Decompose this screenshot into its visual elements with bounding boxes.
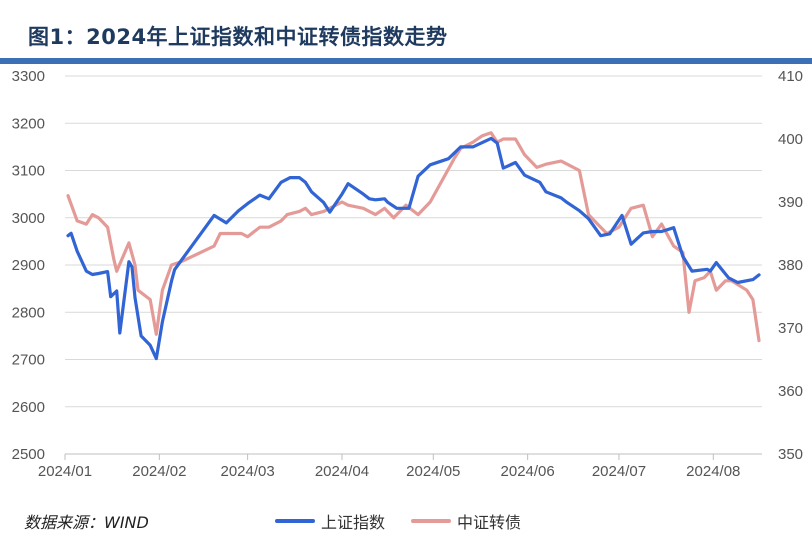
y-left-tick-label: 2800 bbox=[12, 304, 45, 321]
x-tick-label: 2024/02 bbox=[132, 463, 186, 480]
y-left-tick-label: 3200 bbox=[12, 115, 45, 132]
legend-label-sse: 上证指数 bbox=[321, 513, 386, 532]
x-tick-label: 2024/07 bbox=[592, 463, 646, 480]
legend-item-sse: 上证指数 bbox=[275, 509, 385, 533]
x-tick-label: 2024/01 bbox=[38, 463, 92, 480]
y-left-tick-label: 2600 bbox=[12, 399, 45, 416]
y-left-tick-label: 2900 bbox=[12, 257, 45, 274]
x-tick-label: 2024/03 bbox=[221, 463, 275, 480]
legend: 上证指数 中证转债 bbox=[275, 509, 547, 533]
series-line-cb bbox=[66, 131, 761, 343]
source-note: 数据来源：WIND bbox=[24, 513, 149, 532]
y-right-tick-label: 370 bbox=[778, 320, 803, 337]
y-right-tick-label: 360 bbox=[778, 383, 803, 400]
y-left-tick-label: 3300 bbox=[12, 68, 45, 85]
y-left-tick-label: 3000 bbox=[12, 210, 45, 227]
y-right-tick-label: 410 bbox=[778, 68, 803, 85]
series-lines bbox=[66, 131, 761, 361]
legend-label-cb: 中证转债 bbox=[457, 513, 522, 532]
y-right-tick-label: 400 bbox=[778, 131, 803, 148]
y-right-tick-label: 380 bbox=[778, 257, 803, 274]
x-tick-label: 2024/05 bbox=[406, 463, 460, 480]
y-left-tick-label: 2500 bbox=[12, 446, 45, 463]
legend-item-cb: 中证转债 bbox=[411, 509, 521, 533]
grid-lines bbox=[64, 75, 762, 460]
y-left-tick-label: 2700 bbox=[12, 352, 45, 369]
title-rule bbox=[0, 58, 812, 64]
x-tick-label: 2024/04 bbox=[315, 463, 369, 480]
chart-title: 图1：2024年上证指数和中证转债指数走势 bbox=[28, 25, 448, 49]
y-right-tick-label: 350 bbox=[778, 446, 803, 463]
legend-swatch-cb bbox=[411, 519, 452, 523]
x-tick-label: 2024/08 bbox=[686, 463, 740, 480]
series-line-sse bbox=[66, 136, 761, 361]
y-right-tick-label: 390 bbox=[778, 194, 803, 211]
x-tick-label: 2024/06 bbox=[501, 463, 555, 480]
axis-ticks: 2500 2600 2700 2800 2900 3000 3100 3200 3300 350 3… bbox=[12, 68, 803, 480]
legend-swatch-sse bbox=[275, 519, 315, 523]
y-left-tick-label: 3100 bbox=[12, 163, 45, 180]
